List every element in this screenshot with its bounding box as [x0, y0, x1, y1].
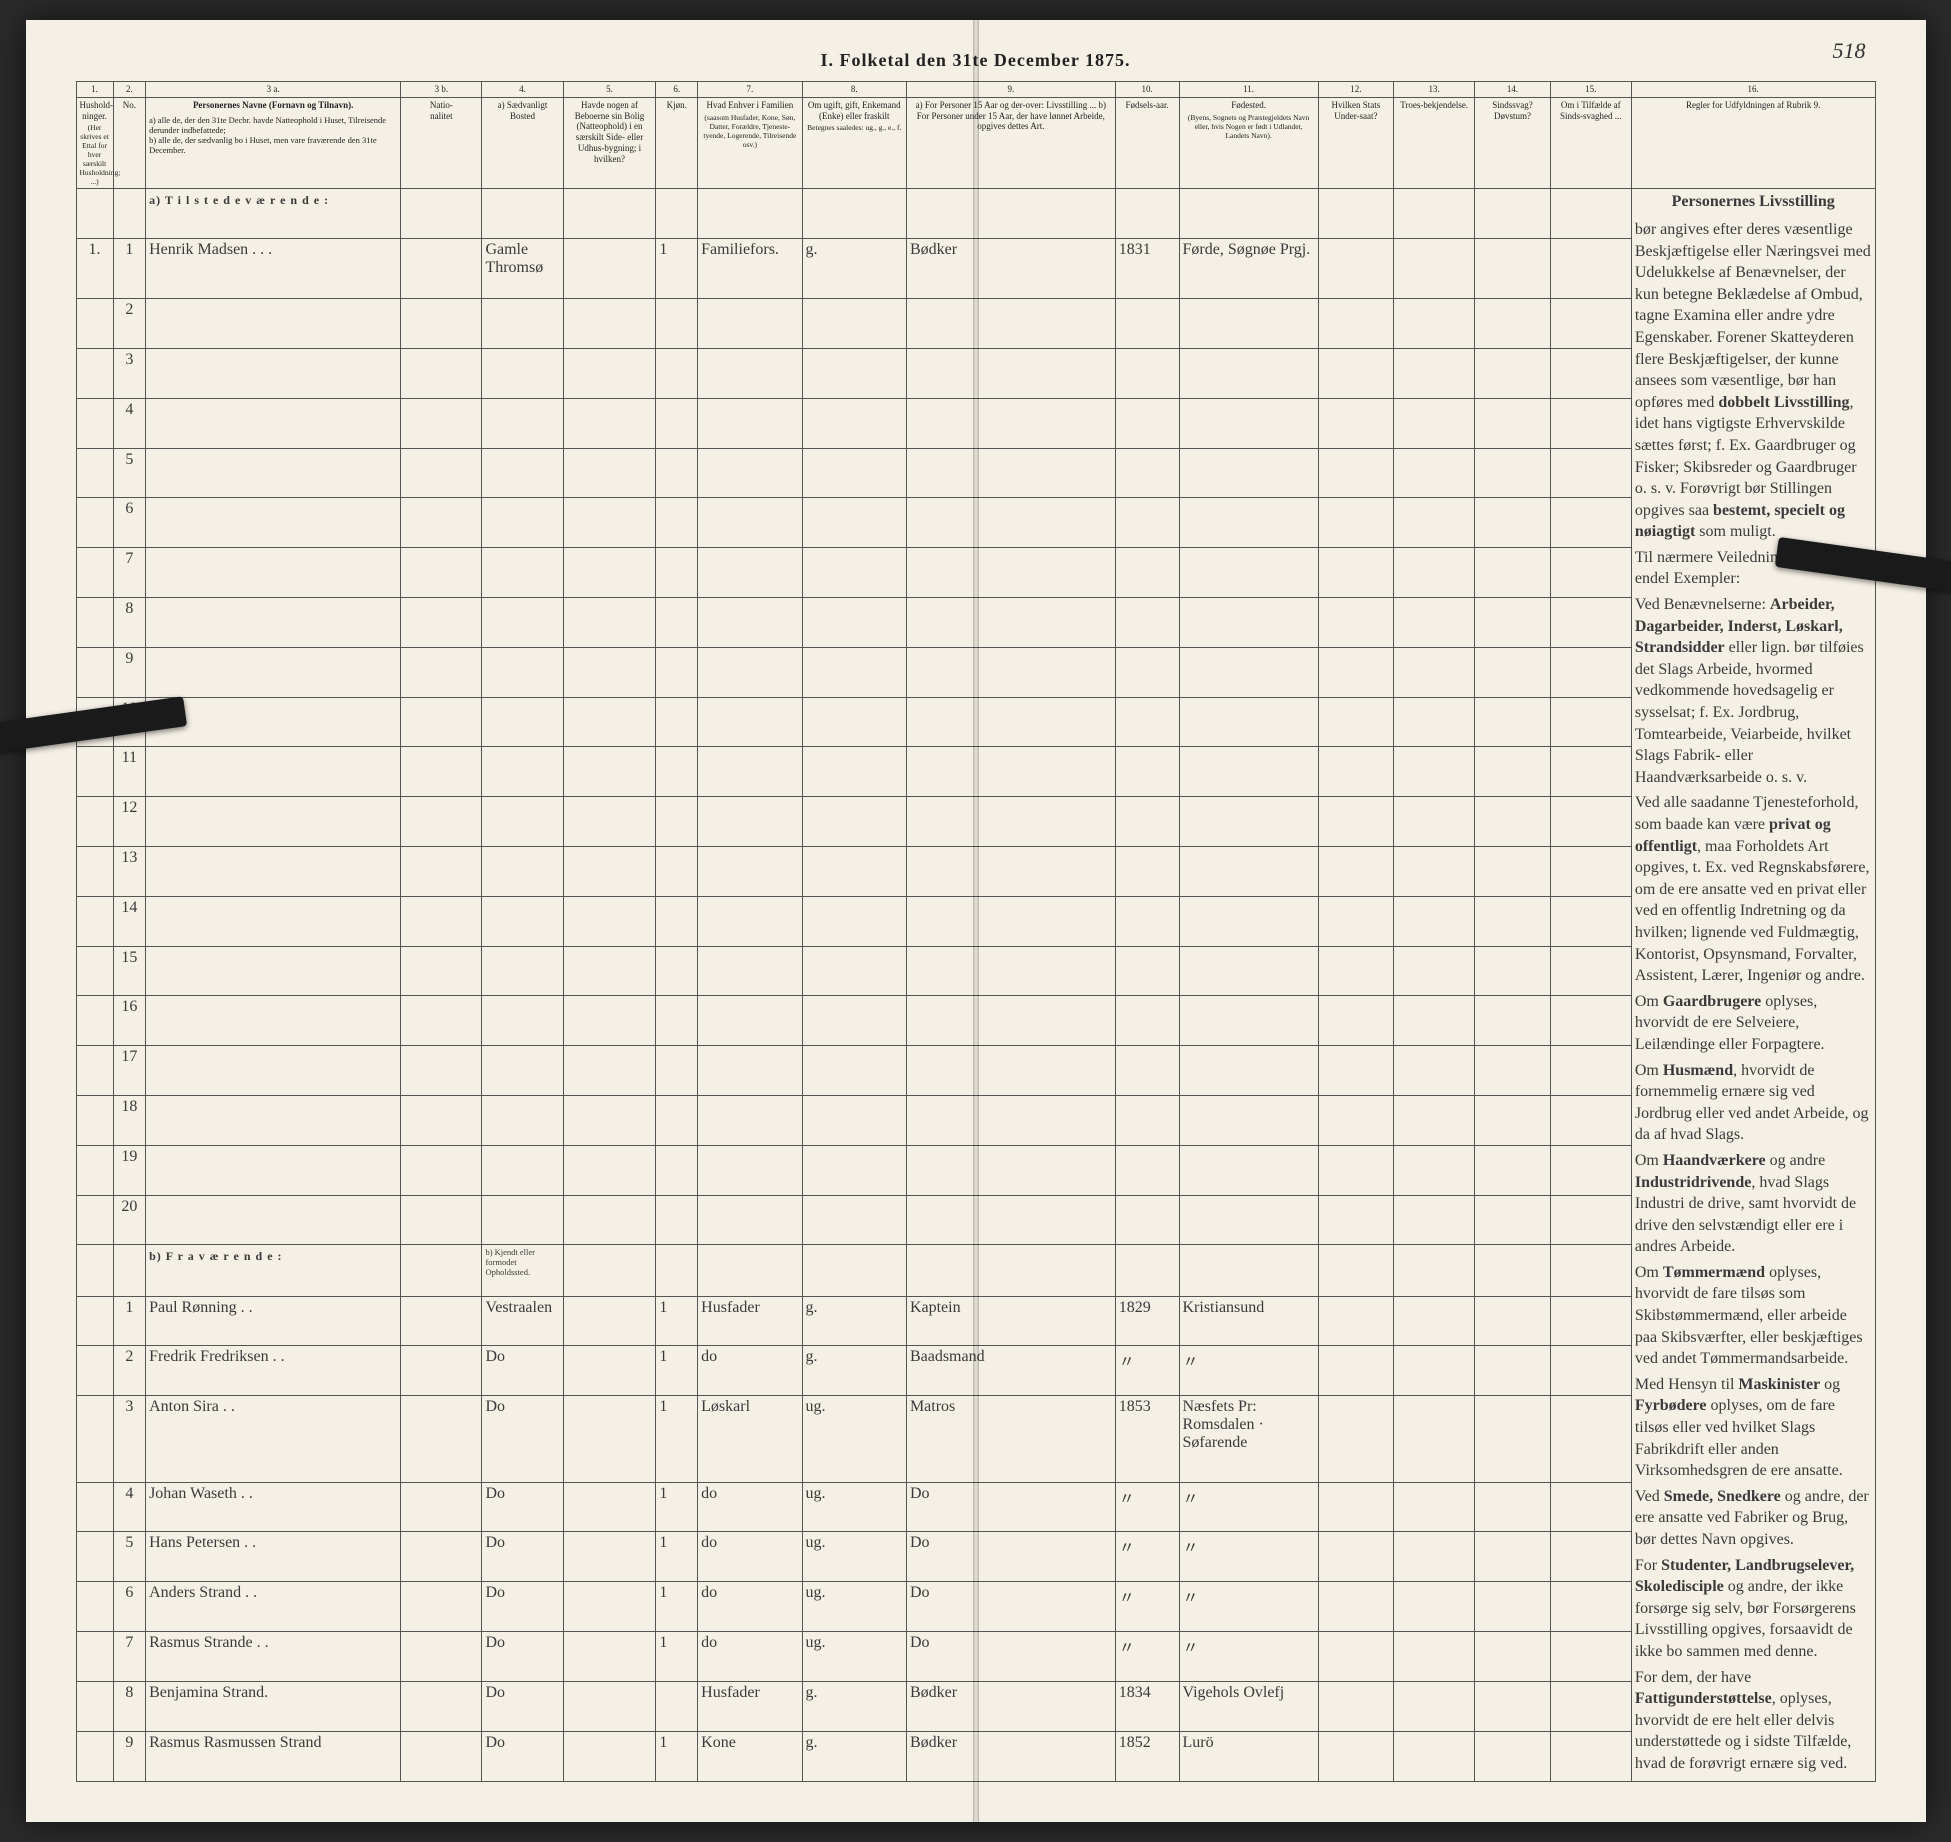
colnum-5: 5.: [563, 82, 656, 98]
colhead-16: Regler for Udfyldningen af Rubrik 9.: [1631, 97, 1875, 189]
book-spine: [973, 20, 979, 1822]
colnum-6: 6.: [656, 82, 698, 98]
colnum-8: 8.: [802, 82, 906, 98]
instructions-panel: Personernes Livsstillingbør angives efte…: [1631, 189, 1875, 1781]
colnum-10: 10.: [1115, 82, 1179, 98]
colnum-7: 7.: [698, 82, 802, 98]
colhead-9: a) For Personer 15 Aar og der-over: Livs…: [906, 97, 1115, 189]
colhead-6: Kjøn.: [656, 97, 698, 189]
colhead-0: Hushold-ninger.(Her skrives et Ettal for…: [76, 97, 113, 189]
colnum-9: 9.: [906, 82, 1115, 98]
colnum-13: 13.: [1394, 82, 1475, 98]
colhead-5: Havde nogen af Beboerne sin Bolig (Natte…: [563, 97, 656, 189]
colhead-13: Troes-bekjendelse.: [1394, 97, 1475, 189]
colnum-11: 11.: [1179, 82, 1318, 98]
colhead-10: Fødsels-aar.: [1115, 97, 1179, 189]
colnum-2: 3 a.: [146, 82, 401, 98]
ledger-page: 518 I. Folketal den 31te December 1875. …: [26, 20, 1926, 1822]
section-b-label: b) F r a v æ r e n d e :: [146, 1245, 401, 1296]
section-a-label: a) T i l s t e d e v æ r e n d e :: [146, 189, 401, 239]
colhead-2: Personernes Navne (Fornavn og Tilnavn).a…: [146, 97, 401, 189]
section-b-col4-note: b) Kjendt eller formodet Opholdssted.: [482, 1245, 563, 1296]
colhead-7: Hvad Enhver i Familien(saasom Husfader, …: [698, 97, 802, 189]
colhead-15: Om i Tilfælde af Sinds-svaghed ...: [1550, 97, 1631, 189]
colnum-4: 4.: [482, 82, 563, 98]
colhead-14: Sindssvag? Døvstum?: [1475, 97, 1550, 189]
colnum-12: 12.: [1318, 82, 1393, 98]
colhead-8: Om ugift, gift, Enkemand (Enke) eller fr…: [802, 97, 906, 189]
colnum-1: 2.: [113, 82, 145, 98]
colnum-0: 1.: [76, 82, 113, 98]
colhead-3: Natio-nalitet: [401, 97, 482, 189]
colhead-12: Hvilken Stats Under-saat?: [1318, 97, 1393, 189]
colhead-4: a) Sædvanligt Bosted: [482, 97, 563, 189]
colnum-3: 3 b.: [401, 82, 482, 98]
colhead-11: Fødested.(Byens, Sognets og Præstegjelde…: [1179, 97, 1318, 189]
colnum-16: 16.: [1631, 82, 1875, 98]
page-number: 518: [1833, 38, 1866, 64]
colnum-15: 15.: [1550, 82, 1631, 98]
colnum-14: 14.: [1475, 82, 1550, 98]
